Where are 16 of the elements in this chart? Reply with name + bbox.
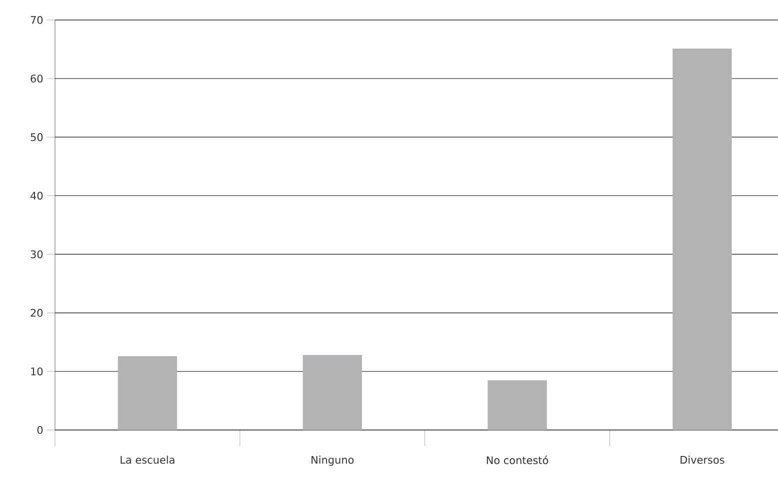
y-tick-label: 0 bbox=[37, 426, 43, 434]
bar bbox=[672, 48, 732, 430]
x-tick-label: Diversos bbox=[680, 456, 724, 464]
y-tick-label: 60 bbox=[30, 74, 43, 83]
y-tick-label: 50 bbox=[30, 133, 43, 142]
bar bbox=[118, 356, 178, 430]
x-tick-label: La escuela bbox=[120, 456, 174, 464]
y-tick-label: 10 bbox=[31, 367, 43, 376]
y-tick-label: 70 bbox=[30, 16, 43, 24]
bar bbox=[488, 380, 547, 430]
bar bbox=[302, 355, 362, 430]
x-tick-label: No contestó bbox=[486, 456, 548, 464]
x-tick-label: Ninguno bbox=[312, 456, 354, 466]
y-tick-label: 20 bbox=[30, 308, 43, 317]
y-tick-label: 30 bbox=[30, 250, 43, 258]
y-tick-label: 40 bbox=[30, 192, 43, 200]
